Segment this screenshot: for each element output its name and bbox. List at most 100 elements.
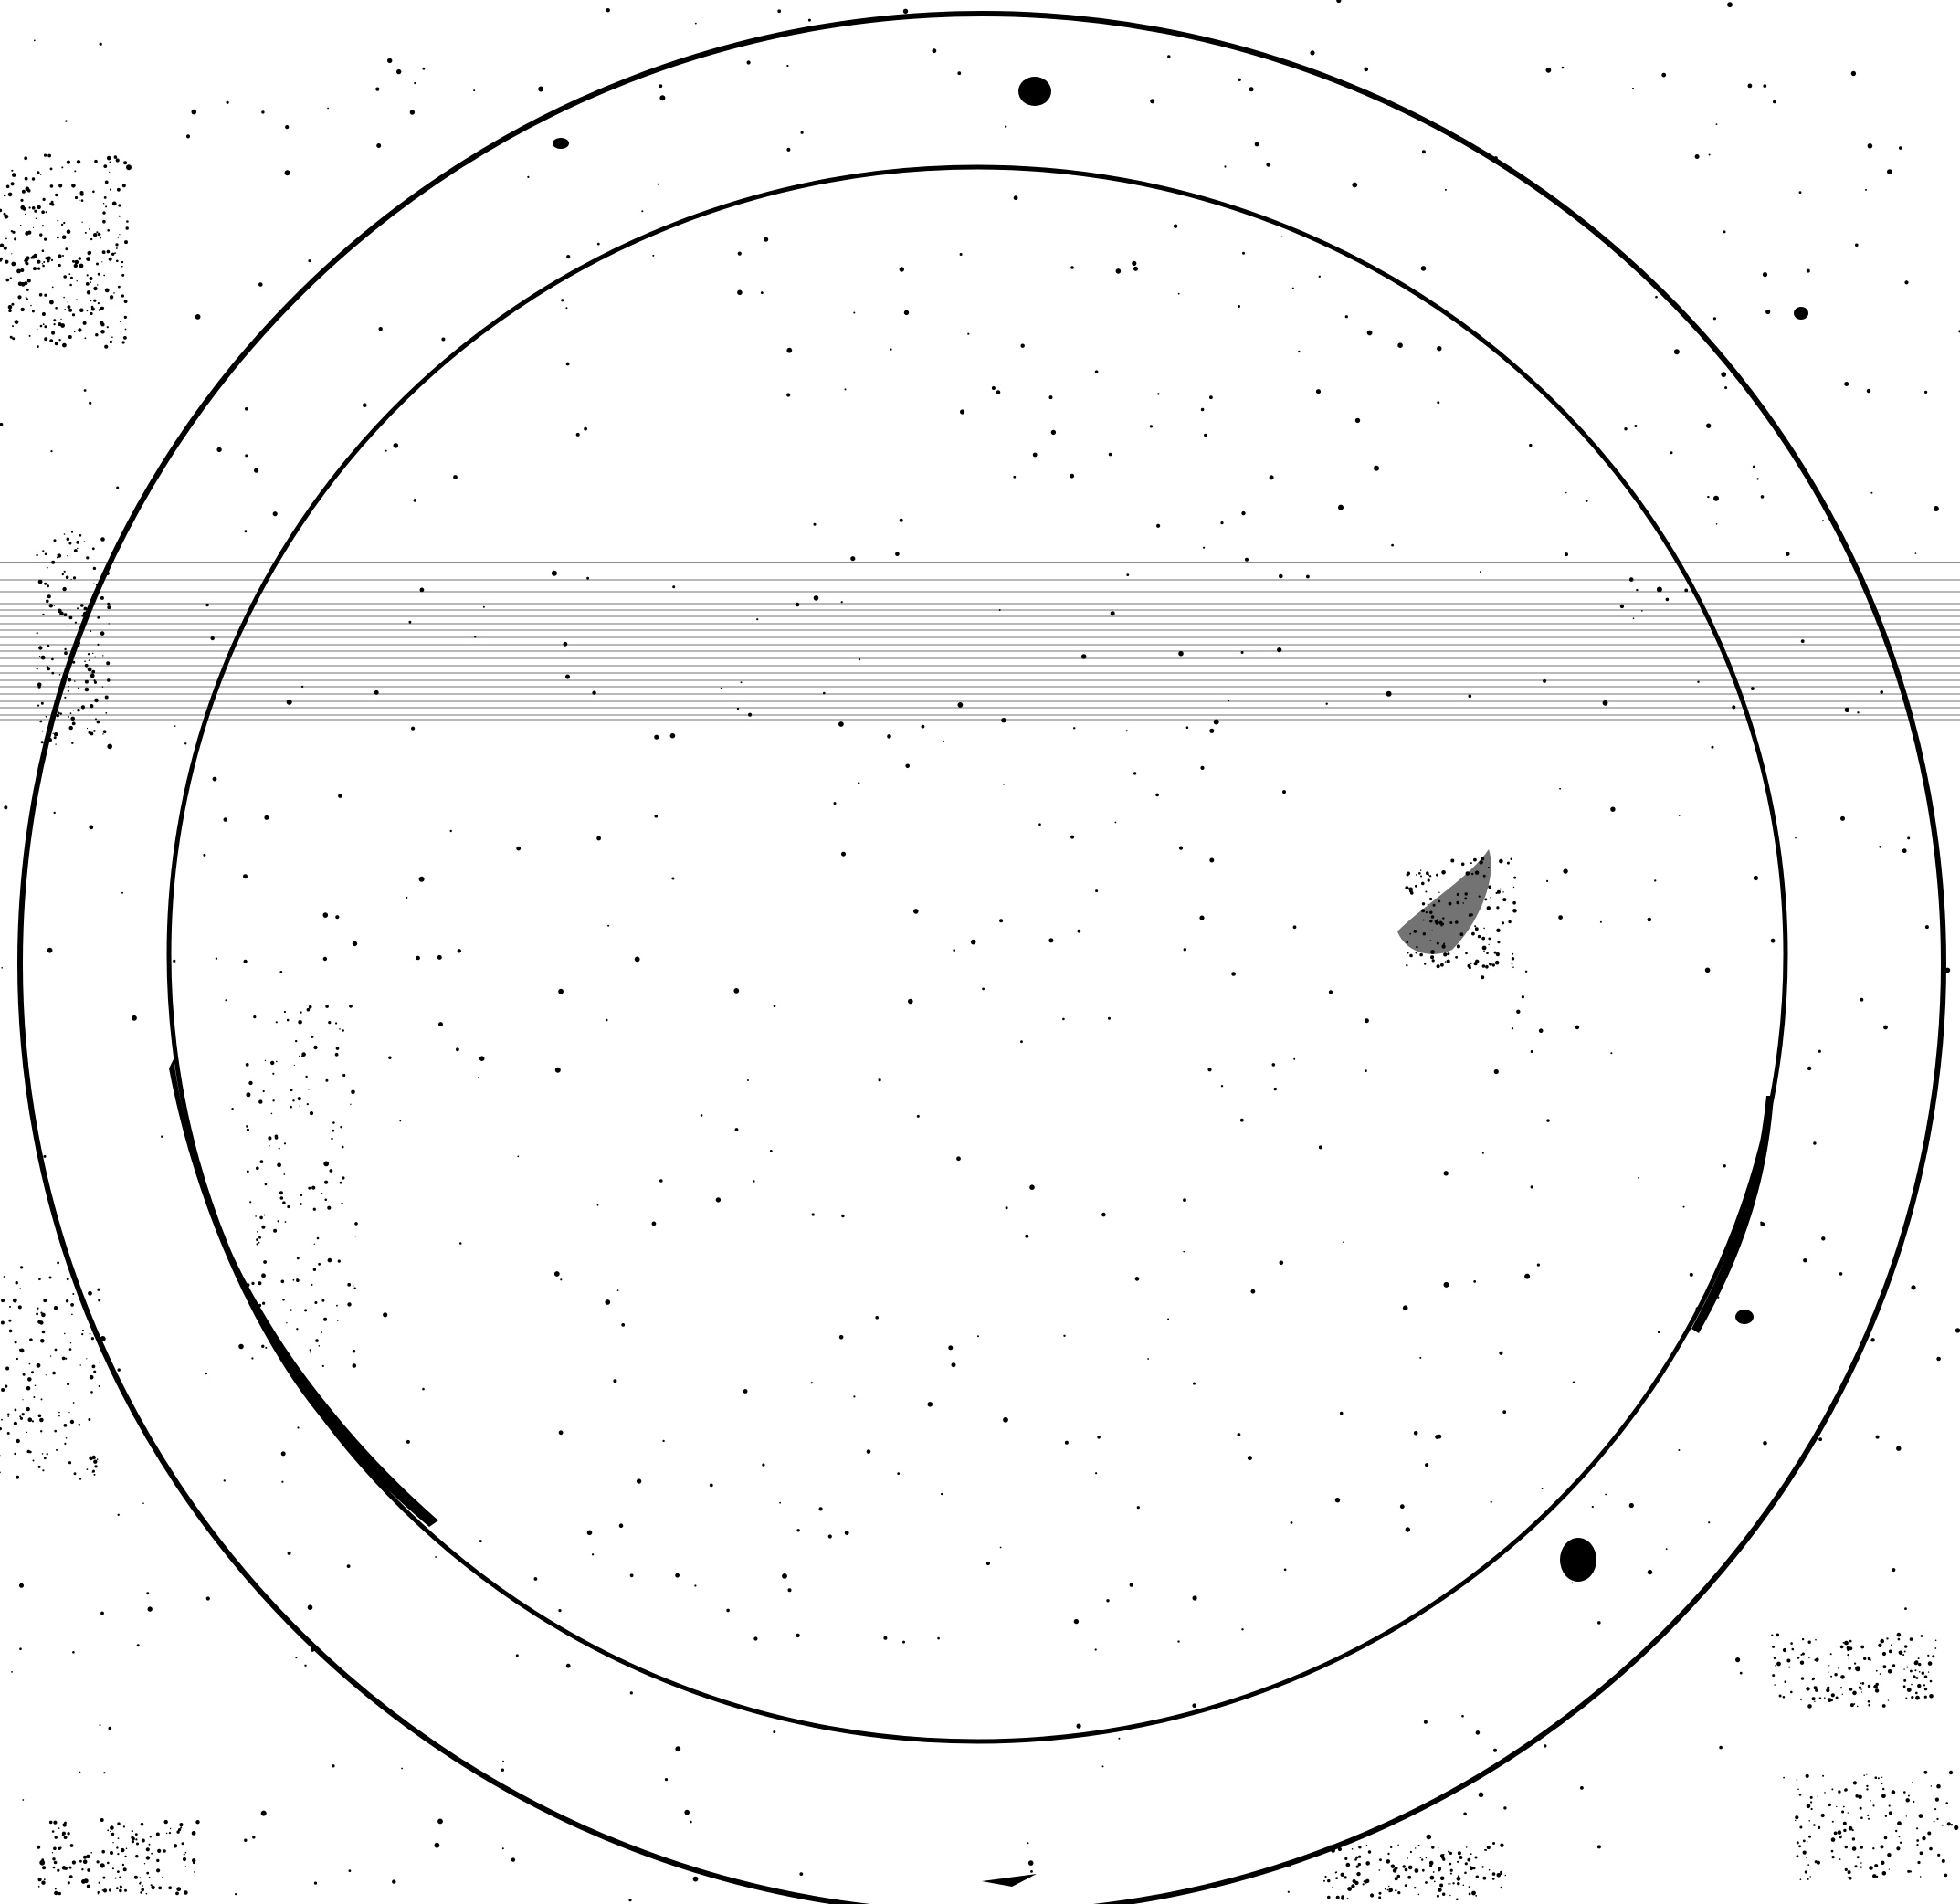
noise-speck — [902, 1640, 905, 1644]
grime-speck — [1860, 1645, 1865, 1649]
noise-speck — [1338, 504, 1344, 510]
grime-speck — [97, 643, 100, 647]
grime-speck — [73, 331, 76, 333]
noise-speck — [1541, 1488, 1544, 1489]
grime-speck — [158, 1886, 163, 1890]
noise-speck — [100, 1611, 104, 1615]
noise-speck — [840, 601, 843, 604]
grime-speck — [63, 221, 66, 225]
grime-speck — [86, 310, 89, 312]
noise-speck — [243, 874, 248, 879]
noise-speck — [743, 1389, 748, 1394]
grime-speck — [1880, 1845, 1884, 1849]
grime-speck — [1917, 1683, 1922, 1688]
grime-speck — [44, 293, 47, 297]
grime-speck — [1358, 1855, 1362, 1858]
grime-speck — [1404, 1884, 1407, 1888]
grime-speck — [1422, 932, 1427, 936]
grime-speck — [1428, 1860, 1434, 1866]
grime-speck — [264, 1183, 268, 1186]
grime-speck — [124, 328, 127, 331]
grime-speck — [314, 1301, 318, 1304]
noise-speck — [800, 131, 804, 134]
ink-blot-small-left — [553, 138, 569, 149]
grime-speck — [278, 1147, 280, 1150]
grime-speck — [1443, 1854, 1445, 1856]
grime-speck — [1828, 1665, 1830, 1667]
grime-speck — [52, 1866, 56, 1869]
grime-speck — [179, 1823, 184, 1827]
grime-speck — [1854, 1662, 1857, 1665]
grime-speck — [1929, 1694, 1934, 1699]
noise-speck — [675, 1746, 681, 1752]
noise-speck — [1013, 195, 1018, 201]
grime-speck — [67, 305, 71, 309]
noise-speck — [1632, 87, 1634, 89]
noise-speck — [1200, 407, 1205, 412]
noise-speck — [1546, 879, 1549, 883]
grime-speck — [1847, 1647, 1850, 1652]
noise-speck — [100, 1818, 104, 1822]
grime-speck — [1835, 1696, 1839, 1699]
grime-speck — [5, 1384, 8, 1388]
noise-speck — [1678, 815, 1681, 816]
grime-speck — [73, 549, 78, 552]
grime-speck — [53, 736, 57, 740]
grime-speck — [33, 253, 37, 258]
grime-speck — [58, 322, 62, 327]
noise-speck — [841, 851, 846, 857]
grime-speck — [1944, 1873, 1948, 1878]
grime-speck — [1390, 1846, 1393, 1849]
grime-speck — [1773, 1657, 1776, 1659]
grime-speck — [1404, 1867, 1408, 1872]
noise-speck — [449, 829, 452, 833]
grime-speck — [22, 1399, 24, 1401]
grime-speck — [1843, 1828, 1847, 1833]
grime-speck — [86, 1854, 90, 1859]
grime-speck — [1848, 1825, 1853, 1831]
grime-speck — [300, 1011, 302, 1014]
noise-speck — [280, 1451, 286, 1457]
noise-speck — [1892, 1568, 1896, 1573]
noise-speck — [284, 170, 290, 176]
grime-speck — [22, 207, 26, 211]
noise-speck — [363, 403, 367, 408]
grime-speck — [1511, 957, 1515, 961]
noise-speck — [422, 1387, 425, 1391]
grime-speck — [14, 237, 17, 241]
noise-speck — [19, 1647, 22, 1650]
grime-speck — [51, 331, 56, 335]
noise-speck — [1241, 1628, 1244, 1631]
noise-speck — [1032, 452, 1038, 458]
noise-speck — [39, 1859, 46, 1866]
noise-speck — [1250, 1289, 1256, 1294]
grime-speck — [110, 1851, 113, 1855]
noise-speck — [456, 1047, 459, 1052]
noise-speck — [1475, 1730, 1481, 1735]
noise-speck — [1624, 427, 1628, 431]
noise-speck — [1944, 967, 1951, 973]
noise-speck — [586, 1530, 593, 1536]
grime-speck — [1443, 942, 1446, 945]
grime-speck — [1881, 1651, 1886, 1657]
grime-speck — [1470, 1853, 1472, 1856]
noise-speck — [47, 947, 53, 953]
noise-speck — [1580, 1786, 1584, 1790]
noise-speck — [1239, 1118, 1244, 1122]
noise-speck — [1954, 1825, 1959, 1830]
noise-speck — [960, 409, 965, 415]
grime-speck — [274, 1134, 279, 1139]
grime-speck — [7, 1415, 10, 1417]
grime-speck — [38, 646, 43, 650]
noise-speck — [516, 846, 522, 851]
noise-speck — [243, 959, 248, 963]
grime-speck — [21, 189, 26, 194]
grime-speck — [39, 1417, 44, 1423]
grime-speck — [63, 1424, 68, 1427]
grime-speck — [77, 645, 80, 647]
grime-speck — [41, 312, 46, 316]
noise-speck — [807, 18, 811, 22]
noise-speck — [11, 1671, 14, 1673]
noise-speck — [43, 1154, 47, 1158]
